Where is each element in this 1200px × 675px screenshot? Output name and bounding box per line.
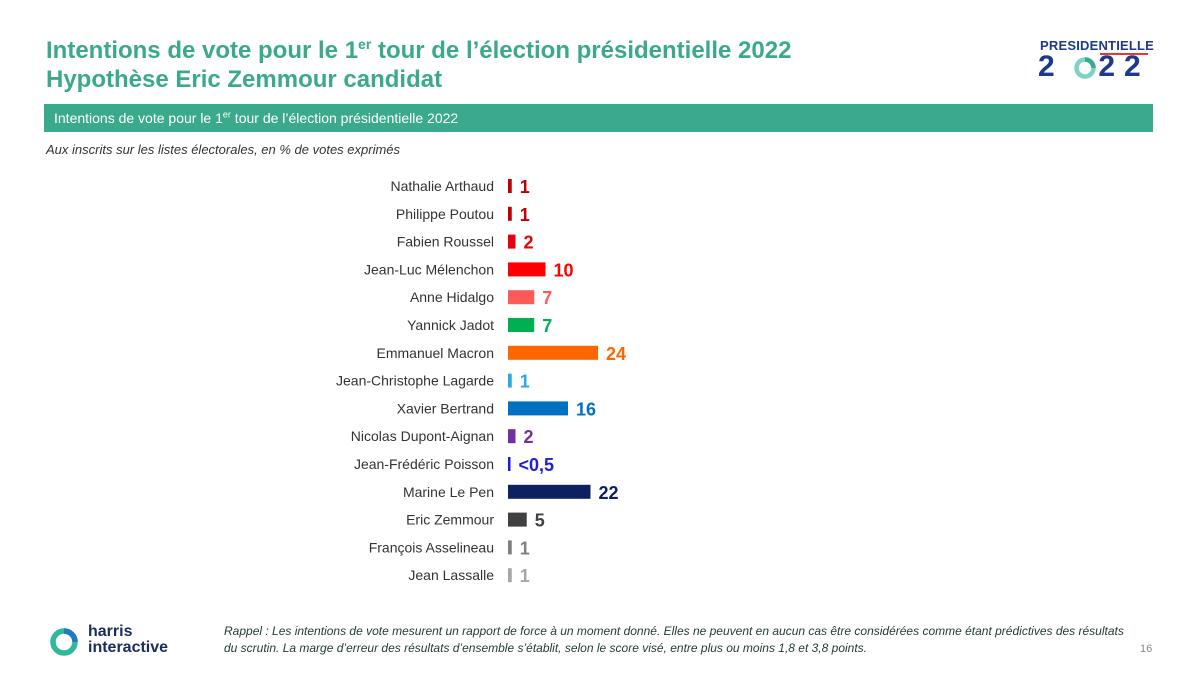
page-number: 16 [1140, 643, 1153, 655]
category-label: Jean Lassalle [408, 567, 494, 583]
category-label: Nicolas Dupont-Aignan [351, 428, 494, 444]
value-label: 2 [524, 233, 534, 253]
bar-row-2 [508, 234, 516, 249]
logo-label: PRESIDENTIELLE [1040, 38, 1155, 53]
bar-row-7 [508, 373, 512, 388]
category-label: Yannick Jadot [407, 317, 494, 333]
bar-row-4 [508, 290, 535, 305]
bar-row-14 [508, 568, 512, 583]
bar-row-3 [508, 262, 546, 277]
value-label: 10 [554, 260, 574, 280]
logo-underline [1100, 53, 1148, 55]
title-line2: Hypothèse Eric Zemmour candidat [46, 66, 443, 93]
methodology-note: Rappel : Les intentions de vote mesurent… [224, 624, 1124, 655]
value-label: 1 [520, 177, 530, 197]
category-label: Jean-Christophe Lagarde [336, 373, 494, 389]
category-label: Xavier Bertrand [397, 400, 494, 416]
logo-year: 2 22 [1038, 50, 1150, 83]
category-label: Philippe Poutou [396, 206, 494, 222]
value-label: 5 [535, 511, 545, 531]
value-label: 1 [520, 538, 530, 558]
category-label: Jean-Luc Mélenchon [364, 261, 494, 277]
value-label: 1 [520, 205, 530, 225]
category-label: Jean-Frédéric Poisson [354, 456, 494, 472]
value-label: 7 [542, 288, 552, 308]
value-label: 22 [599, 483, 619, 503]
bar-row-10 [508, 457, 511, 471]
bar-row-13 [508, 540, 512, 555]
category-label: Emmanuel Macron [377, 345, 495, 361]
bar-row-12 [508, 512, 527, 527]
bar-row-8 [508, 401, 568, 416]
chart-subtitle: Aux inscrits sur les listes électorales,… [46, 142, 401, 157]
presidentielle-2022-logo: PRESIDENTIELLE 2 22 [1036, 38, 1156, 86]
bar-row-11 [508, 484, 591, 499]
harris-ring-icon [50, 628, 78, 656]
value-label: 16 [576, 399, 596, 419]
value-label: 2 [524, 427, 534, 447]
ring-icon [1074, 57, 1096, 79]
bar-row-0 [508, 179, 512, 193]
category-label: Fabien Roussel [397, 234, 494, 250]
value-label: 1 [520, 372, 530, 392]
value-label: <0,5 [519, 455, 555, 475]
bar-row-9 [508, 429, 516, 444]
value-label: 7 [542, 316, 552, 336]
category-label: Eric Zemmour [406, 512, 494, 528]
page-title: Intentions de vote pour le 1er tour de l… [46, 36, 791, 94]
vote-intentions-bar-chart: Nathalie Arthaud 1 Philippe Poutou 1 Fabien … [336, 177, 626, 586]
bar-row-1 [508, 206, 512, 221]
section-band: Intentions de vote pour le 1er tour de l… [44, 104, 1153, 132]
bar-row-6 [508, 345, 598, 360]
value-label: 1 [520, 566, 530, 586]
harris-interactive-logo: harris interactive [48, 624, 188, 660]
bar-row-5 [508, 318, 535, 332]
category-label: Anne Hidalgo [410, 289, 494, 305]
value-label: 24 [606, 344, 626, 364]
harris-logo-text: harris interactive [88, 623, 169, 656]
category-label: François Asselineau [369, 539, 494, 555]
category-label: Marine Le Pen [403, 484, 494, 500]
title-line1: Intentions de vote pour le 1er tour de l… [46, 36, 792, 64]
category-label: Nathalie Arthaud [390, 178, 494, 194]
